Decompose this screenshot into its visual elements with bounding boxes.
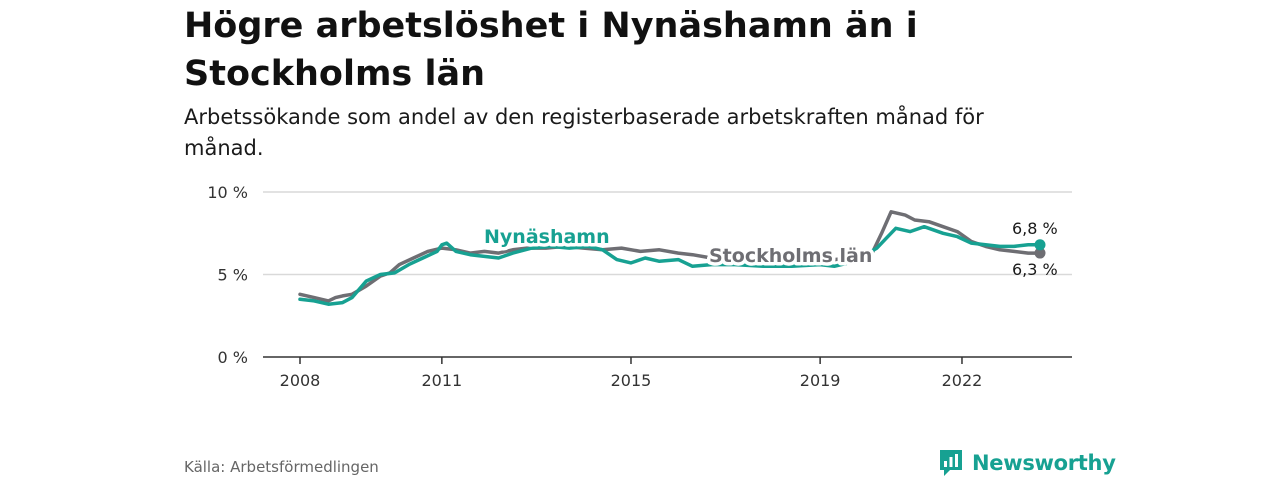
x-tick-label: 2011 [421, 371, 462, 390]
series-label-nynashamn: Nynäshamn [484, 226, 610, 248]
series [298, 210, 1046, 306]
y-tick-label: 0 % [218, 348, 248, 367]
labels: 0 % 5 % 10 % 2008 2011 2015 2019 2022 6,8 % 6,3 %… [207, 183, 1057, 390]
series-endpoint-stockholm [1034, 247, 1046, 259]
x-tick-label: 2022 [942, 371, 983, 390]
end-label-stockholm: 6,3 % [1012, 260, 1058, 279]
x-tick-label: 2008 [280, 371, 321, 390]
series-label-stockholm: Stockholms län [709, 245, 872, 267]
series-line-nynashamn [298, 224, 1042, 306]
brand-logo: Newsworthy [938, 448, 1116, 478]
x-tick-label: 2015 [611, 371, 652, 390]
newsworthy-logo-icon [940, 450, 962, 476]
series-line-stockholm [298, 210, 1042, 303]
y-tick-label: 10 % [207, 183, 248, 202]
source-note: Källa: Arbetsförmedlingen [184, 458, 379, 476]
y-tick-label: 5 % [218, 266, 248, 285]
gridlines [263, 191, 1072, 276]
axes [263, 356, 1072, 364]
series-endpoint-nynashamn [1034, 239, 1046, 251]
brand-name: Newsworthy [972, 451, 1116, 475]
x-tick-label: 2019 [800, 371, 841, 390]
end-label-nynashamn: 6,8 % [1012, 219, 1058, 238]
chart-subtitle: Arbetssökande som andel av den registerb… [184, 105, 984, 160]
chart-title: Högre arbetslöshet i Nynäshamn än i Stoc… [184, 6, 918, 94]
